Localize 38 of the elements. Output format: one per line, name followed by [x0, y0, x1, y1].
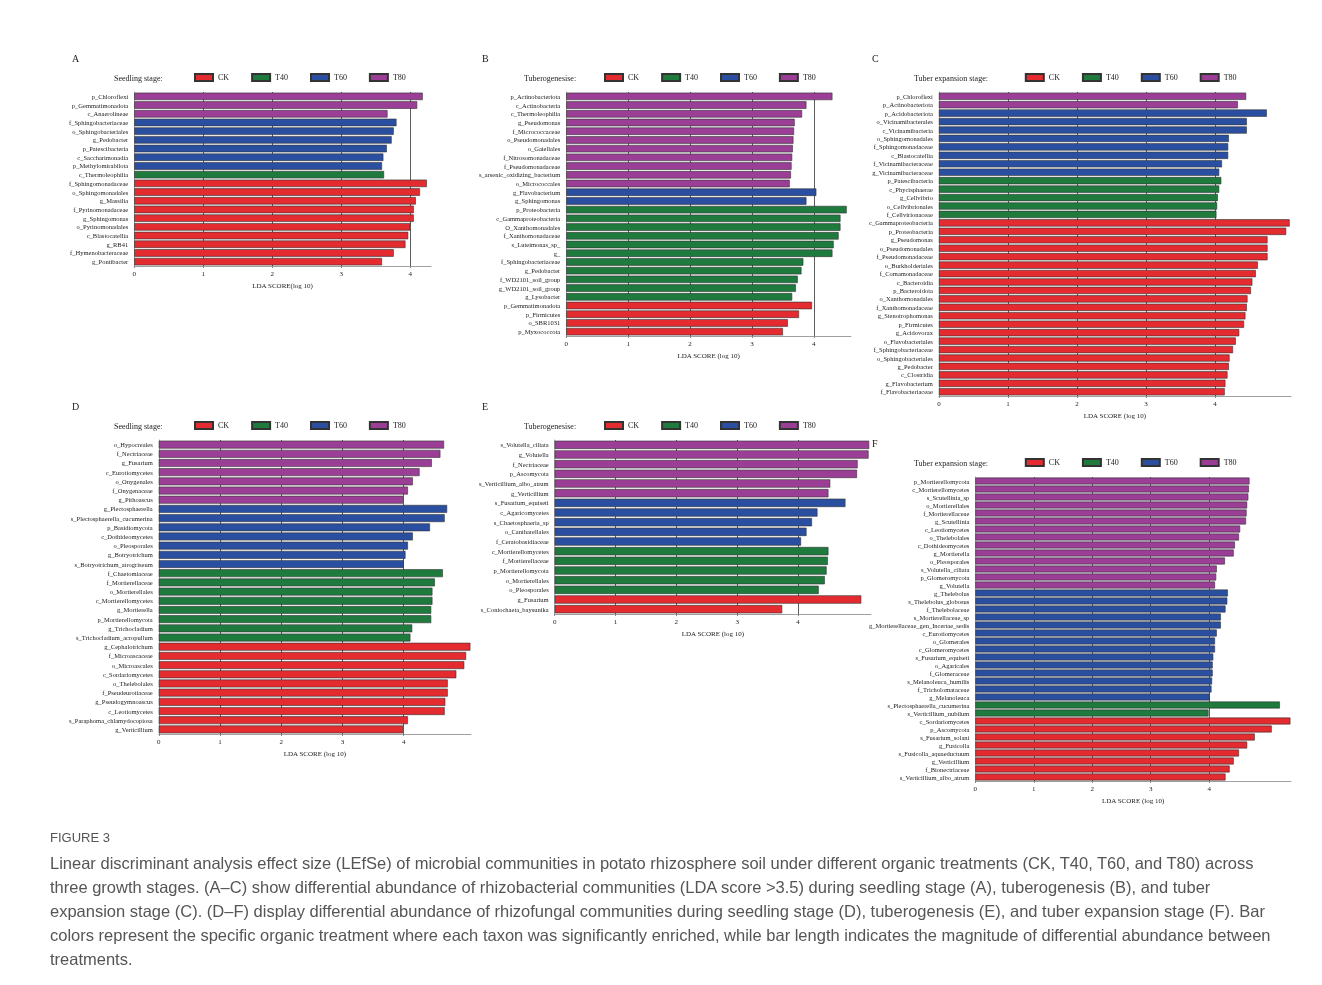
legend-label: T40 — [1105, 73, 1119, 82]
legend-label: T40 — [275, 421, 288, 430]
legend-label: CK — [628, 421, 640, 430]
legend-title: Tuber expansion stage: — [914, 458, 988, 468]
legend-label: T40 — [275, 73, 288, 82]
text: D — [72, 400, 80, 412]
legend-label: CK — [218, 421, 230, 430]
legend-label: T60 — [744, 73, 757, 82]
legend-label: T40 — [1105, 458, 1119, 467]
text: FIGURE 3 — [50, 830, 111, 845]
legend-label: T80 — [802, 73, 816, 82]
legend-title: Tuber expansion stage: — [914, 73, 988, 83]
legend-label: T60 — [334, 73, 347, 82]
legend-label: T80 — [1223, 73, 1237, 82]
chart-title: C — [872, 52, 879, 64]
text: B — [482, 52, 489, 64]
chart-title: A — [72, 52, 80, 64]
legend-label: T40 — [685, 421, 698, 430]
legend-title: Seedling stage: — [114, 73, 163, 83]
legend-label: T80 — [802, 421, 816, 430]
legend-label: CK — [628, 73, 640, 82]
legend-label: T60 — [1164, 73, 1178, 82]
text: F — [872, 437, 878, 449]
legend-label: T80 — [1223, 458, 1237, 467]
legend-title: Tuberogenesise: — [524, 73, 577, 83]
chart-title: E — [482, 400, 489, 412]
legend-label: T60 — [334, 421, 347, 430]
legend-label: CK — [1048, 458, 1061, 467]
legend-title: Seedling stage: — [114, 421, 163, 431]
legend-label: T60 — [744, 421, 757, 430]
legend-title: Tuberogenesise: — [524, 421, 577, 431]
legend-label: T80 — [392, 73, 406, 82]
legend-label: T60 — [1164, 458, 1178, 467]
text: Linear discriminant analysis effect size (LEfSe) of microbial communities in potato rhizosphere soil under different organic treatments (CK, T40, T60, and T80) across three growth stages. (A–C) show differential abundance of rhizobacterial communities (LDA score >3.5) during seedling stage (A), tuberogenesis (B), and tuber expansion stage (C). (D–F) display differential abundance of rhizofungal communities during seedling stage (D), tuberogenesis (E), and tuber expansion stage (F). Bar colors represent the specific organic treatment where each taxon was significantly enriched, while bar length indicates the magnitude of differential abundance between treatments. — [50, 853, 1272, 970]
legend-label: CK — [218, 73, 230, 82]
legend-label: T40 — [685, 73, 698, 82]
legend-label: CK — [1048, 73, 1061, 82]
legend-label: T80 — [392, 421, 406, 430]
